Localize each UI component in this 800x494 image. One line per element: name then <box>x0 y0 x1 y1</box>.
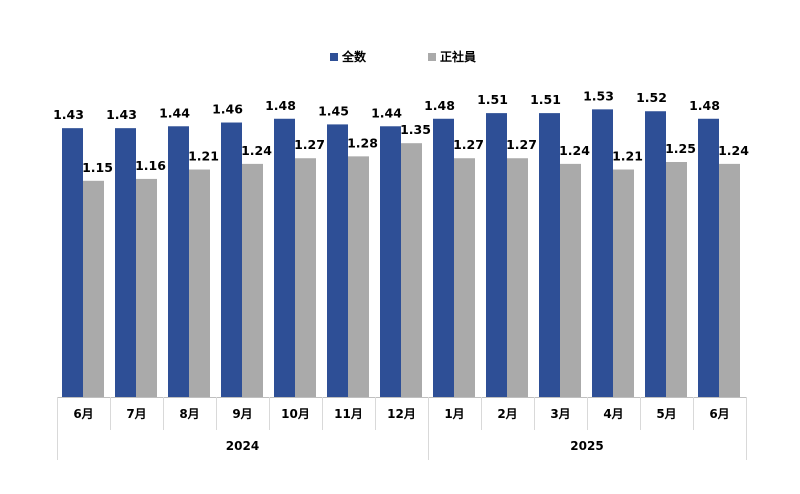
bar-regular-7 <box>401 143 422 397</box>
x-tick-label-2: 7月 <box>126 407 146 421</box>
data-label-total-5: 1.48 <box>265 98 296 113</box>
data-label-regular-11: 1.21 <box>612 149 643 164</box>
bar-total-2 <box>115 128 136 397</box>
x-tick-label-11: 4月 <box>603 407 623 421</box>
bar-total-7 <box>380 126 401 397</box>
year-label-2: 2025 <box>570 439 603 453</box>
bar-total-8 <box>433 118 454 397</box>
data-label-total-13: 1.48 <box>689 98 720 113</box>
x-tick-label-5: 10月 <box>281 407 310 421</box>
bar-regular-5 <box>295 158 316 397</box>
x-tick-label-10: 3月 <box>550 407 570 421</box>
bar-regular-4 <box>242 163 263 397</box>
bar-regular-1 <box>83 180 104 397</box>
bar-total-6 <box>327 124 348 398</box>
data-label-regular-10: 1.24 <box>559 143 590 158</box>
data-label-total-7: 1.44 <box>371 105 402 120</box>
data-label-total-12: 1.52 <box>636 90 667 105</box>
year-label-1: 2024 <box>226 439 259 453</box>
data-label-total-10: 1.51 <box>530 92 561 107</box>
data-label-total-4: 1.46 <box>212 102 243 117</box>
bars <box>62 109 740 398</box>
data-label-total-8: 1.48 <box>424 98 455 113</box>
data-label-regular-3: 1.21 <box>188 149 219 164</box>
data-label-total-1: 1.43 <box>53 107 84 122</box>
bar-regular-3 <box>189 169 210 397</box>
bar-regular-11 <box>613 169 634 397</box>
bar-total-11 <box>592 109 613 398</box>
bar-total-1 <box>62 128 83 397</box>
bar-regular-9 <box>507 158 528 397</box>
bar-total-3 <box>168 126 189 397</box>
bar-regular-8 <box>454 158 475 397</box>
data-label-regular-12: 1.25 <box>665 141 696 156</box>
data-label-total-3: 1.44 <box>159 105 190 120</box>
x-tick-label-9: 2月 <box>497 407 517 421</box>
data-label-regular-5: 1.27 <box>294 137 325 152</box>
data-label-regular-13: 1.24 <box>718 143 749 158</box>
bar-total-12 <box>645 111 666 398</box>
x-tick-label-12: 5月 <box>656 407 676 421</box>
bar-total-10 <box>539 113 560 398</box>
bar-regular-10 <box>560 163 581 397</box>
x-tick-label-1: 6月 <box>73 407 93 421</box>
category-axis: 6月 7月 8月 9月 10月 11月 12月 1月 2月 3月 4月 5月 6月 2024 2025 <box>57 397 747 460</box>
legend-label-2: 正社員 <box>440 49 476 64</box>
legend-swatch-2 <box>428 53 436 61</box>
data-label-total-9: 1.51 <box>477 92 508 107</box>
data-label-regular-7: 1.35 <box>400 122 431 137</box>
bar-total-13 <box>698 118 719 397</box>
x-tick-label-3: 8月 <box>179 407 199 421</box>
bar-total-4 <box>221 122 242 398</box>
bar-regular-2 <box>136 178 157 397</box>
x-tick-label-6: 11月 <box>334 407 363 421</box>
legend: 全数 正社員 <box>330 49 476 64</box>
data-label-regular-4: 1.24 <box>241 143 272 158</box>
data-label-total-6: 1.45 <box>318 103 349 118</box>
data-label-total-11: 1.53 <box>583 88 614 103</box>
x-tick-label-7: 12月 <box>387 407 416 421</box>
data-label-regular-1: 1.15 <box>82 160 113 175</box>
legend-swatch-1 <box>330 53 338 61</box>
bar-regular-6 <box>348 156 369 397</box>
x-tick-label-8: 1月 <box>444 407 464 421</box>
x-tick-label-13: 6月 <box>709 407 729 421</box>
data-label-regular-8: 1.27 <box>453 137 484 152</box>
bar-total-9 <box>486 113 507 398</box>
data-label-regular-2: 1.16 <box>135 158 166 173</box>
bar-regular-12 <box>666 162 687 397</box>
legend-label-1: 全数 <box>341 49 367 64</box>
data-label-regular-9: 1.27 <box>506 137 537 152</box>
x-tick-label-4: 9月 <box>232 407 252 421</box>
data-label-total-2: 1.43 <box>106 107 137 122</box>
data-labels: 1.43 1.15 1.43 1.16 1.44 1.21 1.46 1.24 1.48 1.27… <box>53 88 749 174</box>
data-label-regular-6: 1.28 <box>347 135 378 150</box>
bar-regular-13 <box>719 163 740 397</box>
bar-total-5 <box>274 118 295 397</box>
